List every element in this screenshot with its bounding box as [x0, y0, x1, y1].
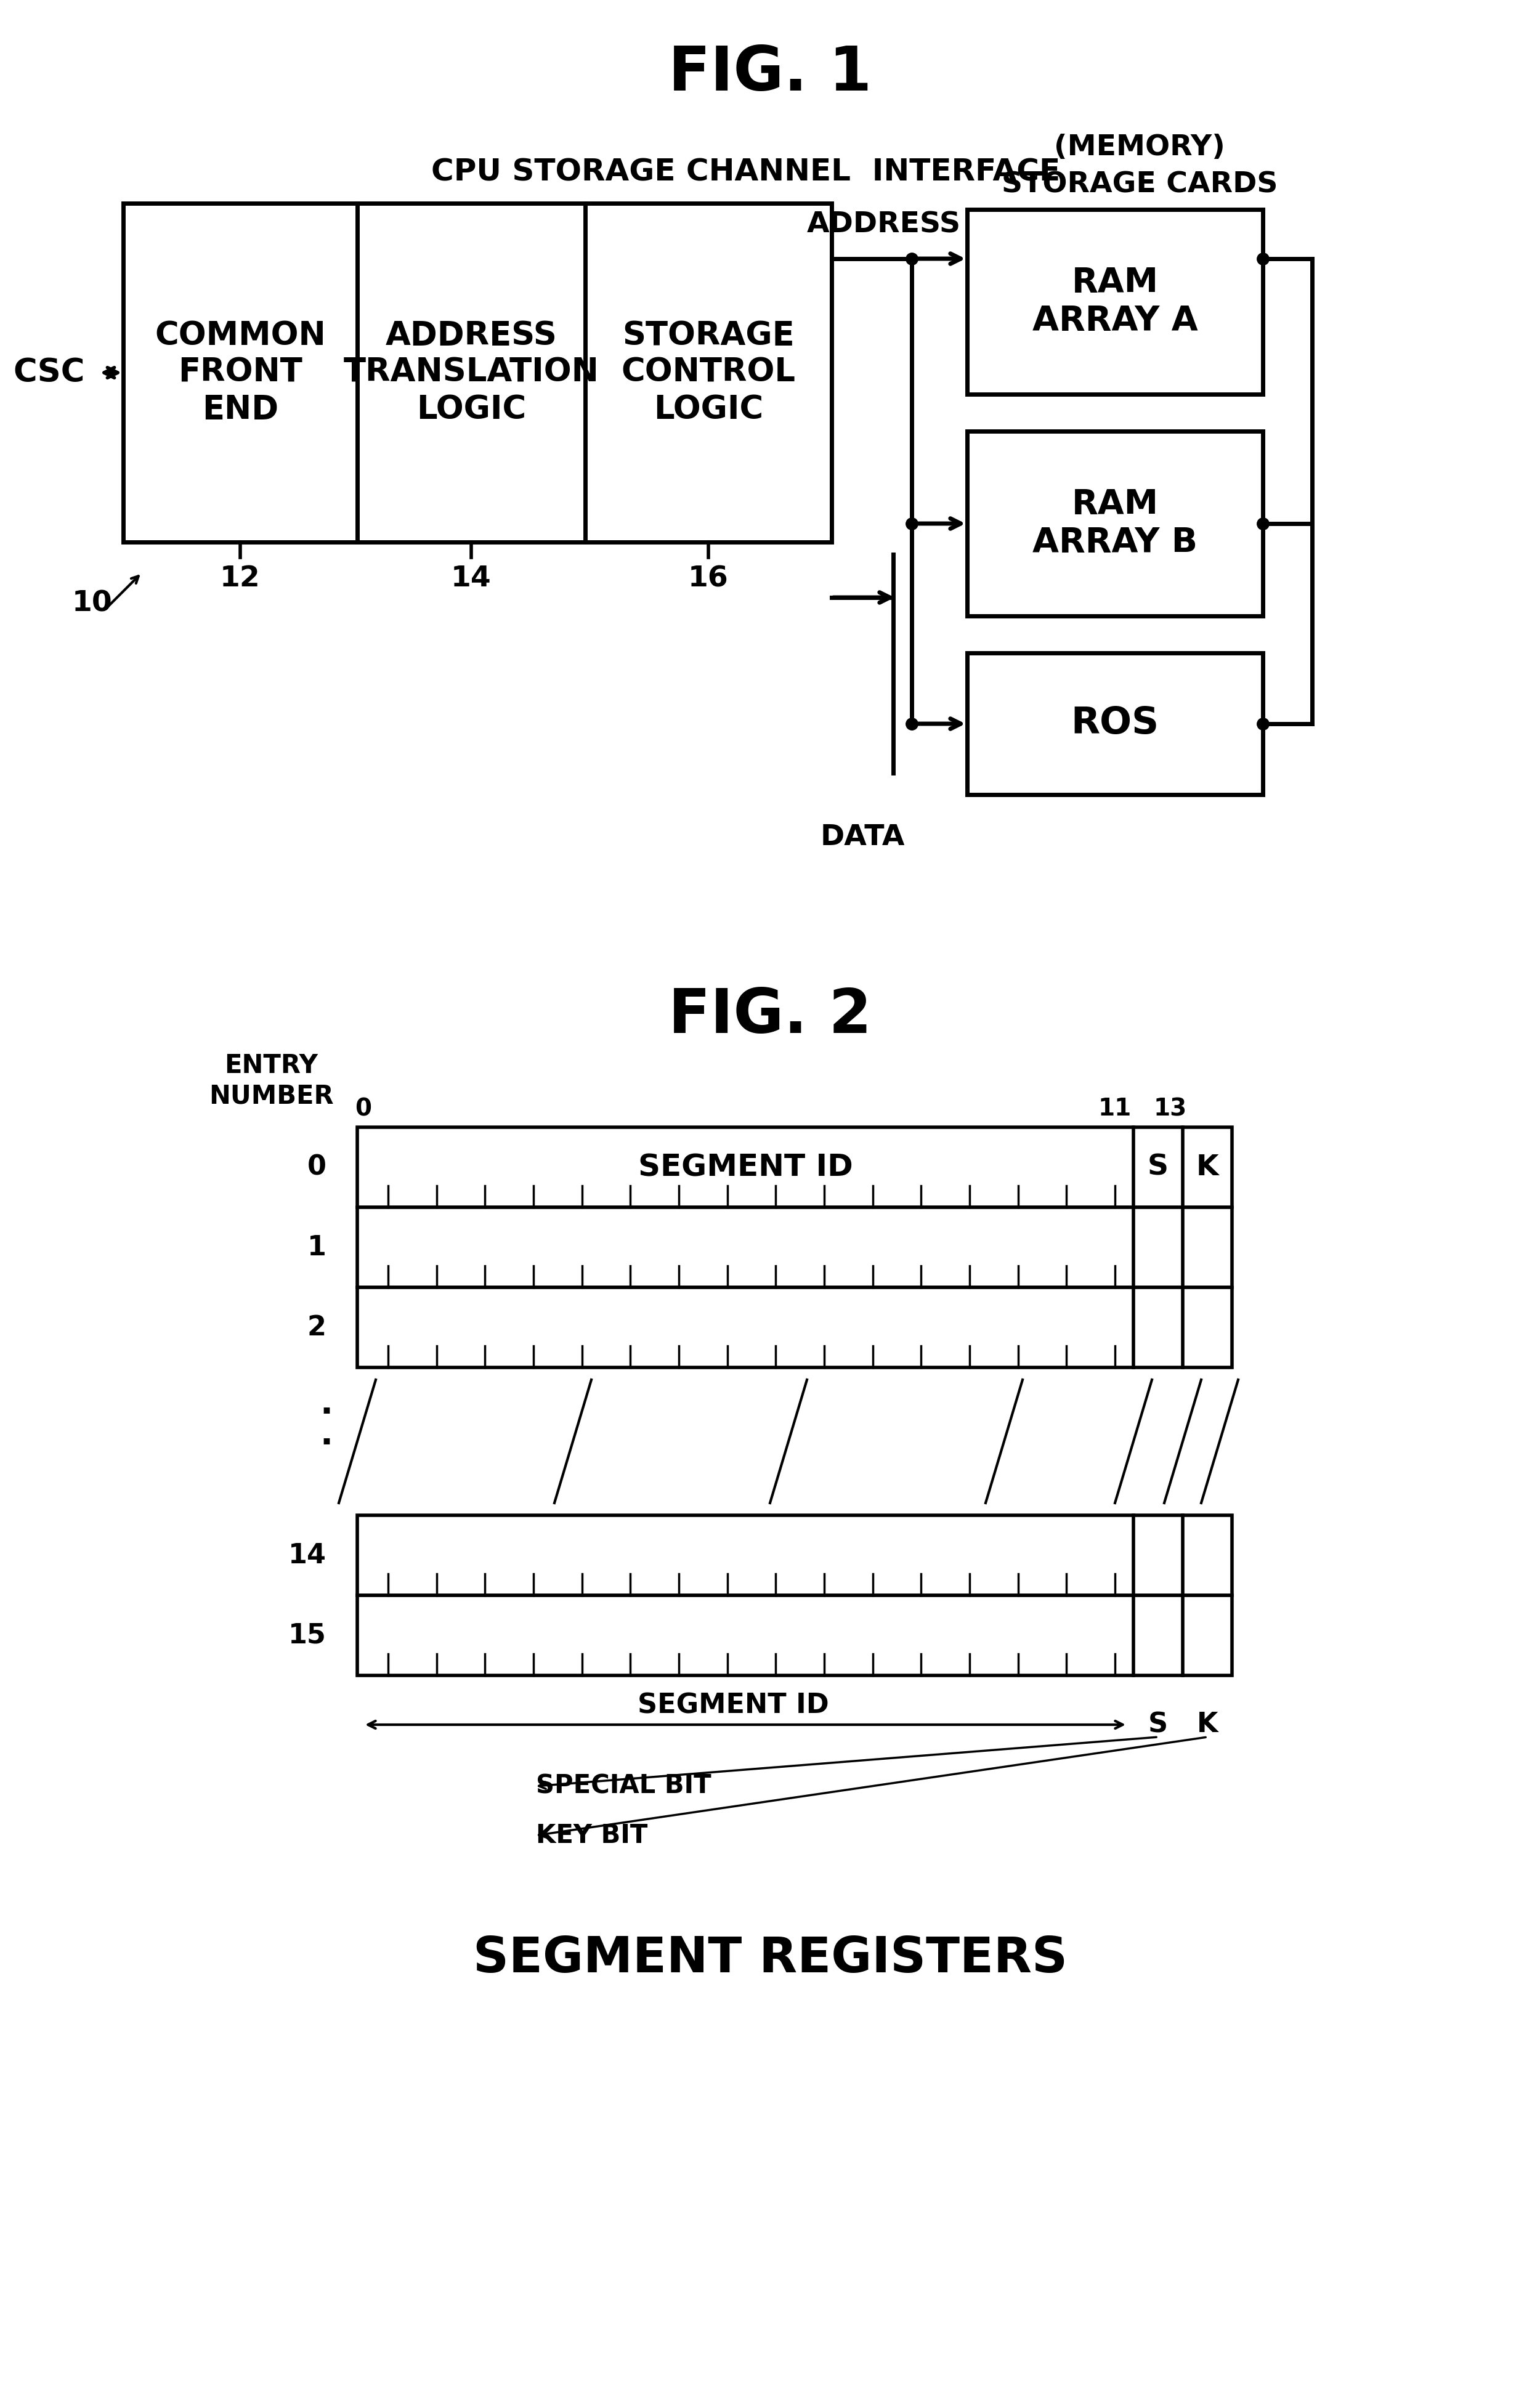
- Text: 0: 0: [356, 1097, 371, 1121]
- Bar: [357, 1288, 1232, 1367]
- Text: FIG. 1: FIG. 1: [668, 43, 872, 105]
- Bar: [123, 203, 832, 541]
- Text: KEY BIT: KEY BIT: [536, 1822, 648, 1848]
- Text: DATA: DATA: [819, 823, 906, 851]
- Text: 15: 15: [288, 1622, 326, 1648]
- Text: 14: 14: [451, 565, 491, 594]
- Text: 10: 10: [72, 589, 112, 618]
- Text: 14: 14: [288, 1543, 326, 1569]
- Text: STORAGE
CONTROL
LOGIC: STORAGE CONTROL LOGIC: [621, 320, 796, 427]
- Text: 13: 13: [1153, 1097, 1187, 1121]
- Text: .: .: [320, 1388, 333, 1421]
- Bar: [967, 210, 1263, 394]
- Text: CPU STORAGE CHANNEL  INTERFACE: CPU STORAGE CHANNEL INTERFACE: [431, 157, 1060, 188]
- Text: ADDRESS
TRANSLATION
LOGIC: ADDRESS TRANSLATION LOGIC: [343, 320, 599, 427]
- Text: 16: 16: [688, 565, 728, 594]
- Bar: [357, 1514, 1232, 1596]
- Bar: [967, 653, 1263, 794]
- Text: 2: 2: [308, 1314, 326, 1340]
- Text: SPECIAL BIT: SPECIAL BIT: [536, 1774, 711, 1798]
- Text: SEGMENT ID: SEGMENT ID: [638, 1152, 853, 1183]
- Text: K: K: [1197, 1712, 1218, 1739]
- Text: S: S: [1147, 1154, 1169, 1181]
- Bar: [357, 1207, 1232, 1288]
- Text: RAM
ARRAY A: RAM ARRAY A: [1032, 267, 1198, 339]
- Text: K: K: [1197, 1154, 1218, 1181]
- Text: ENTRY
NUMBER: ENTRY NUMBER: [208, 1052, 334, 1109]
- Text: 1: 1: [308, 1233, 326, 1262]
- Text: CSC: CSC: [14, 358, 85, 389]
- Text: ROS: ROS: [1070, 706, 1160, 742]
- Text: SEGMENT REGISTERS: SEGMENT REGISTERS: [473, 1934, 1067, 1982]
- Text: .: .: [320, 1419, 333, 1452]
- Bar: [357, 1596, 1232, 1674]
- Text: FIG. 2: FIG. 2: [668, 987, 872, 1047]
- Text: 11: 11: [1098, 1097, 1132, 1121]
- Text: STORAGE CARDS: STORAGE CARDS: [1001, 172, 1278, 198]
- Text: 12: 12: [220, 565, 260, 594]
- Text: ADDRESS: ADDRESS: [807, 210, 961, 239]
- Text: RAM
ARRAY B: RAM ARRAY B: [1032, 487, 1198, 560]
- Bar: [357, 1128, 1232, 1207]
- Text: 0: 0: [308, 1154, 326, 1181]
- Text: COMMON
FRONT
END: COMMON FRONT END: [154, 320, 326, 427]
- Text: SEGMENT ID: SEGMENT ID: [638, 1691, 829, 1720]
- Text: S: S: [1149, 1712, 1167, 1739]
- Text: (MEMORY): (MEMORY): [1053, 134, 1226, 162]
- Bar: [967, 432, 1263, 615]
